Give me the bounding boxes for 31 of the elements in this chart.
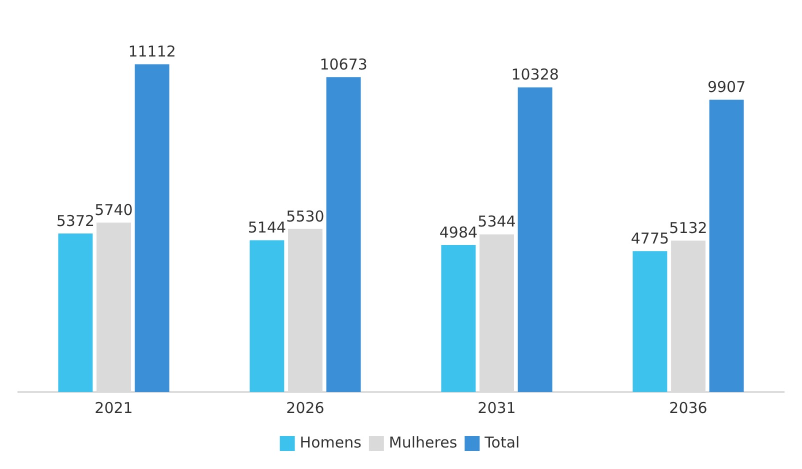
bar xyxy=(480,234,514,392)
data-label: 5530 xyxy=(286,207,324,226)
data-label: 11112 xyxy=(128,42,176,61)
x-tick-label: 2021 xyxy=(94,398,133,417)
data-label: 5132 xyxy=(669,218,708,237)
x-tick-label: 2036 xyxy=(669,398,708,417)
data-label: 5344 xyxy=(478,212,516,231)
data-label: 10673 xyxy=(320,56,368,74)
x-tick-label: 2031 xyxy=(478,398,516,417)
data-label: 10328 xyxy=(511,66,559,84)
bar xyxy=(96,222,131,392)
bar xyxy=(518,87,552,392)
bar xyxy=(326,77,361,392)
bar xyxy=(250,240,284,392)
legend-label: Total xyxy=(484,433,520,452)
data-label: 5372 xyxy=(56,212,95,230)
data-label: 5740 xyxy=(94,201,133,220)
bar xyxy=(709,100,744,392)
bar xyxy=(288,228,322,392)
data-label: 4775 xyxy=(630,230,670,248)
data-label: 4984 xyxy=(439,223,478,242)
bar xyxy=(632,251,668,392)
legend-label: Mulheres xyxy=(388,433,458,452)
legend-label: Homens xyxy=(300,433,362,452)
bar xyxy=(671,240,706,392)
bar xyxy=(134,64,170,392)
data-label: 5144 xyxy=(248,218,286,237)
bar xyxy=(441,244,476,392)
data-label: 9907 xyxy=(707,78,746,96)
x-tick-label: 2026 xyxy=(286,398,324,417)
bar xyxy=(58,234,93,392)
